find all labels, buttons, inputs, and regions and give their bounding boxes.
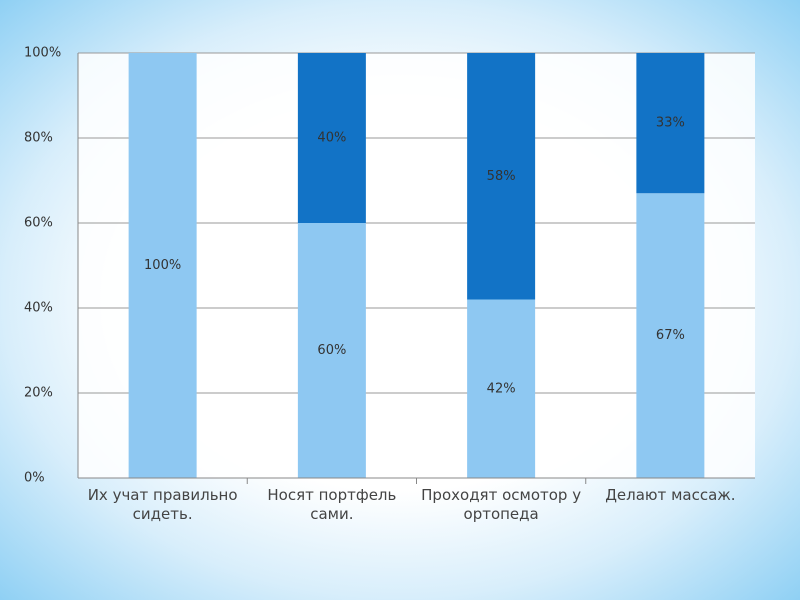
bar-segment [467, 53, 536, 300]
value-label: 60% [317, 343, 346, 358]
x-tick-label: Делают массаж. [605, 486, 736, 504]
y-tick-label: 80% [24, 131, 53, 146]
bar-segment [297, 53, 366, 223]
bar-segment [636, 53, 705, 194]
y-tick-label: 60% [24, 216, 53, 231]
x-tick-label: Носят портфель сами. [267, 486, 397, 523]
y-tick-label: 20% [24, 386, 53, 401]
y-tick-label: 0% [24, 471, 45, 486]
bar-segment [636, 193, 705, 478]
x-tick-label: Их учат правильно сидеть. [87, 486, 238, 523]
value-label: 100% [144, 258, 181, 273]
value-label: 40% [317, 131, 346, 146]
bar-segment [128, 53, 197, 478]
x-tick-label: Проходят осмотор у ортопеда [421, 486, 582, 523]
value-label: 33% [656, 116, 685, 131]
bar-segment [467, 299, 536, 478]
value-label: 42% [487, 381, 516, 396]
value-label: 67% [656, 328, 685, 343]
bar-segment [297, 223, 366, 478]
value-label: 58% [487, 169, 516, 184]
y-tick-label: 40% [24, 301, 53, 316]
y-tick-label: 100% [24, 46, 61, 61]
